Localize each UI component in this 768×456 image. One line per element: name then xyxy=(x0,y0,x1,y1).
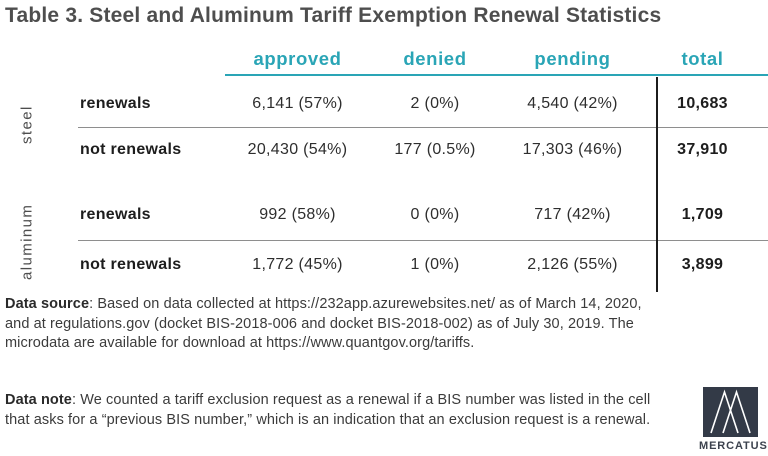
cell-pending: 717 (42%) xyxy=(534,206,611,223)
cell-approved: 1,772 (45%) xyxy=(252,256,343,273)
mercatus-wordmark: MERCATUS xyxy=(699,440,768,452)
table-title: Table 3. Steel and Aluminum Tariff Exemp… xyxy=(5,4,662,27)
cell-total: 37,910 xyxy=(677,141,728,158)
cell-denied: 1 (0%) xyxy=(410,256,460,273)
cell-total: 1,709 xyxy=(681,206,724,223)
cell-total: 10,683 xyxy=(677,95,728,112)
row-label: renewals xyxy=(80,95,151,112)
table-row: not renewals 1,772 (45%) 1 (0%) 2,126 (5… xyxy=(0,248,768,282)
cell-pending: 4,540 (42%) xyxy=(527,95,618,112)
header-underline xyxy=(225,74,768,76)
cell-approved: 20,430 (54%) xyxy=(247,141,348,158)
cell-denied: 2 (0%) xyxy=(410,95,460,112)
row-label: not renewals xyxy=(80,141,182,158)
row-separator xyxy=(78,127,768,128)
data-source-note: Data source: Based on data collected at … xyxy=(5,295,657,354)
column-header-denied: denied xyxy=(403,48,467,69)
data-note-label: Data note xyxy=(5,392,72,408)
data-note: Data note: We counted a tariff exclusion… xyxy=(5,391,657,430)
cell-pending: 17,303 (46%) xyxy=(522,141,623,158)
row-separator xyxy=(78,240,768,241)
data-source-text: : Based on data collected at https://232… xyxy=(5,296,642,351)
column-header-pending: pending xyxy=(534,48,611,69)
cell-denied: 0 (0%) xyxy=(410,206,460,223)
cell-denied: 177 (0.5%) xyxy=(394,141,476,158)
row-label: not renewals xyxy=(80,256,182,273)
mercatus-logo: MERCATUS xyxy=(699,387,768,452)
data-note-text: : We counted a tariff exclusion request … xyxy=(5,392,651,428)
column-header-approved: approved xyxy=(253,48,342,69)
cell-pending: 2,126 (55%) xyxy=(527,256,618,273)
total-column-divider xyxy=(656,77,658,292)
column-header-row: approved denied pending total xyxy=(0,46,768,72)
data-source-label: Data source xyxy=(5,296,90,312)
table-row: renewals 6,141 (57%) 2 (0%) 4,540 (42%) … xyxy=(0,87,768,121)
mercatus-m-icon xyxy=(702,387,758,437)
column-header-total: total xyxy=(681,48,724,69)
cell-approved: 6,141 (57%) xyxy=(252,95,343,112)
table-row: not renewals 20,430 (54%) 177 (0.5%) 17,… xyxy=(0,133,768,167)
cell-total: 3,899 xyxy=(681,256,724,273)
cell-approved: 992 (58%) xyxy=(259,206,336,223)
row-label: renewals xyxy=(80,206,151,223)
table-row: renewals 992 (58%) 0 (0%) 717 (42%) 1,70… xyxy=(0,198,768,232)
